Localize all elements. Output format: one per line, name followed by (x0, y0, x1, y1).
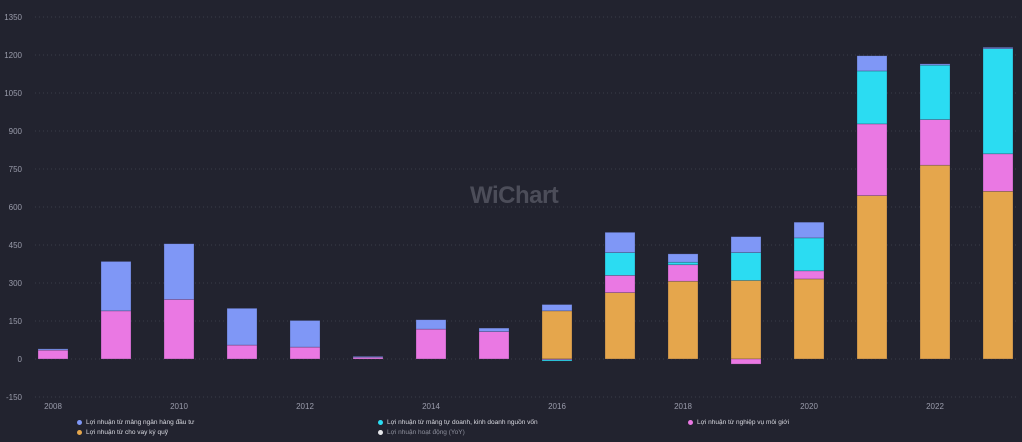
y-tick-label: 900 (9, 127, 23, 136)
legend-item-proprietary-trading[interactable]: Lợi nhuận từ mảng tự doanh, kinh doanh n… (378, 419, 538, 426)
y-tick-label: 750 (9, 165, 23, 174)
bar-segment-2015-3 (478, 327, 510, 332)
legend-item-margin-lending[interactable]: Lợi nhuận từ cho vay ký quỹ (77, 429, 168, 436)
x-tick-label: 2012 (296, 402, 314, 411)
bar-segment-2021-0 (856, 195, 888, 360)
legend-item-brokerage[interactable]: Lợi nhuận từ nghiệp vụ môi giới (688, 419, 789, 426)
bar-segment-2014-3 (415, 319, 447, 330)
y-tick-label: 1350 (4, 13, 22, 22)
bar-segment-2016-0 (541, 310, 573, 360)
bar-segment-2010-1 (163, 299, 195, 360)
x-tick-label: 2022 (926, 402, 944, 411)
bar-segment-2023-2 (982, 48, 1014, 155)
bar-segment-2011-1 (226, 344, 258, 360)
legend-item-investment-banking[interactable]: Lợi nhuận từ mảng ngân hàng đầu tư (77, 419, 194, 426)
legend-dot (378, 430, 383, 435)
legend-dot (77, 430, 82, 435)
bar-segment-2020-2 (793, 237, 825, 272)
bar-segment-2018-1 (667, 264, 699, 282)
bar-segment-2018-0 (667, 280, 699, 360)
y-tick-label: 300 (9, 279, 23, 288)
bar-segment-2020-0 (793, 278, 825, 360)
bar-segment-2019-3 (730, 236, 762, 253)
bar-segment-2008-3 (37, 348, 69, 351)
bar-segment-2022-3 (919, 63, 951, 66)
bar-segment-2012-1 (289, 346, 321, 360)
x-tick-label: 2008 (44, 402, 62, 411)
legend-dot (77, 420, 82, 425)
bar-segment-2016-2 (541, 359, 573, 362)
bar-segment-2014-1 (415, 328, 447, 360)
legend-dot (688, 420, 693, 425)
bar-segment-2022-1 (919, 119, 951, 166)
legend-label: Lợi nhuận từ mảng tự doanh, kinh doanh n… (387, 419, 538, 426)
bar-segment-2018-2 (667, 261, 699, 266)
bar-segment-2021-1 (856, 123, 888, 196)
bar-segment-2019-2 (730, 252, 762, 281)
y-tick-label: 150 (9, 317, 23, 326)
bar-segment-2017-2 (604, 252, 636, 276)
bar-segment-2023-3 (982, 47, 1014, 49)
legend-dot (378, 420, 383, 425)
bar-segment-2020-3 (793, 221, 825, 239)
legend-label: Lợi nhuận từ nghiệp vụ môi giới (697, 419, 790, 426)
bar-segment-2023-0 (982, 190, 1014, 360)
bar-segment-2019-1 (730, 358, 762, 365)
x-tick-label: 2010 (170, 402, 188, 411)
bar-segment-2008-1 (37, 349, 69, 360)
bar-segment-2017-0 (604, 292, 636, 360)
x-tick-label: 2020 (800, 402, 818, 411)
bar-segment-2017-1 (604, 275, 636, 293)
bar-segment-2023-1 (982, 153, 1014, 192)
y-tick-label: 600 (9, 203, 23, 212)
bar-segment-2011-3 (226, 308, 258, 346)
bar-segment-2012-3 (289, 320, 321, 348)
bar-segment-2018-3 (667, 253, 699, 263)
bar-segment-2009-1 (100, 310, 132, 360)
bar-segment-2022-0 (919, 164, 951, 360)
y-tick-label: -150 (6, 393, 23, 402)
y-tick-label: 1050 (4, 89, 22, 98)
bar-segment-2013-3 (352, 356, 384, 358)
bar-segment-2021-3 (856, 55, 888, 72)
bar-segment-2021-2 (856, 70, 888, 125)
bar-segment-2017-3 (604, 232, 636, 253)
bar-segment-2022-2 (919, 64, 951, 120)
y-tick-label: 0 (18, 355, 23, 364)
wichart-watermark: WiChart (470, 182, 559, 209)
legend-label: Lợi nhuận hoạt động (YoY) (387, 429, 465, 436)
legend-label: Lợi nhuận từ cho vay ký quỹ (86, 429, 168, 436)
bar-segment-2019-0 (730, 280, 762, 360)
y-tick-label: 450 (9, 241, 23, 250)
legend-label: Lợi nhuận từ mảng ngân hàng đầu tư (86, 419, 195, 426)
bar-segment-2020-1 (793, 270, 825, 280)
bar-segment-2015-1 (478, 331, 510, 360)
legend: Lợi nhuận từ mảng ngân hàng đầu tư Lợi n… (0, 416, 1022, 442)
legend-item-operating-profit-yoy[interactable]: Lợi nhuận hoạt động (YoY) (378, 429, 465, 436)
bar-segment-2016-3 (541, 304, 573, 312)
x-tick-label: 2016 (548, 402, 566, 411)
x-tick-label: 2018 (674, 402, 692, 411)
bar-segment-2010-3 (163, 243, 195, 300)
bar-segment-2009-3 (100, 261, 132, 312)
x-tick-label: 2014 (422, 402, 440, 411)
stacked-bar-chart: -150 0 150 300 450 600 750 900 1050 1200 1350 2008 2… (4, 13, 1018, 411)
y-tick-label: 1200 (4, 51, 22, 60)
